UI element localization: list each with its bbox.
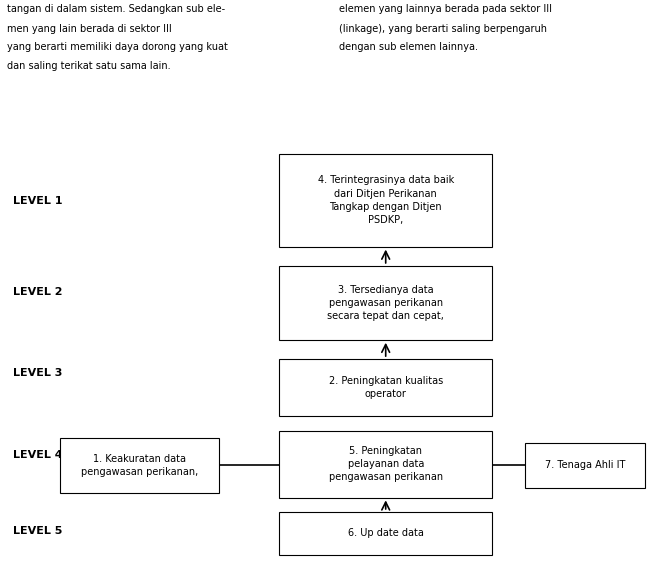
- Text: LEVEL 5: LEVEL 5: [13, 526, 63, 536]
- Text: 6. Up date data: 6. Up date data: [348, 528, 424, 538]
- FancyBboxPatch shape: [279, 266, 492, 340]
- FancyBboxPatch shape: [279, 430, 492, 497]
- Text: 7. Tenaga Ahli IT: 7. Tenaga Ahli IT: [545, 460, 625, 470]
- Text: 3. Tersedianya data
pengawasan perikanan
secara tepat dan cepat,: 3. Tersedianya data pengawasan perikanan…: [327, 284, 444, 321]
- FancyBboxPatch shape: [60, 438, 219, 493]
- FancyBboxPatch shape: [525, 443, 645, 488]
- Text: LEVEL 2: LEVEL 2: [13, 287, 63, 297]
- Text: 4. Terintegrasinya data baik
dari Ditjen Perikanan
Tangkap dengan Ditjen
PSDKP,: 4. Terintegrasinya data baik dari Ditjen…: [318, 175, 454, 225]
- Text: yang berarti memiliki daya dorong yang kuat: yang berarti memiliki daya dorong yang k…: [7, 42, 227, 52]
- Text: (linkage), yang berarti saling berpengaruh: (linkage), yang berarti saling berpengar…: [339, 24, 547, 34]
- Text: dan saling terikat satu sama lain.: dan saling terikat satu sama lain.: [7, 61, 170, 71]
- Text: LEVEL 1: LEVEL 1: [13, 196, 63, 206]
- FancyBboxPatch shape: [279, 512, 492, 555]
- Text: men yang lain berada di sektor III: men yang lain berada di sektor III: [7, 24, 174, 34]
- Text: LEVEL 3: LEVEL 3: [13, 368, 63, 378]
- Text: LEVEL 4: LEVEL 4: [13, 450, 63, 460]
- Text: elemen yang lainnya berada pada sektor III: elemen yang lainnya berada pada sektor I…: [339, 4, 552, 14]
- FancyBboxPatch shape: [279, 153, 492, 247]
- FancyBboxPatch shape: [279, 359, 492, 416]
- Text: 1. Keakuratan data
pengawasan perikanan,: 1. Keakuratan data pengawasan perikanan,: [81, 454, 198, 477]
- Text: dengan sub elemen lainnya.: dengan sub elemen lainnya.: [339, 42, 478, 52]
- Text: tangan di dalam sistem. Sedangkan sub ele-: tangan di dalam sistem. Sedangkan sub el…: [7, 4, 225, 14]
- Text: 5. Peningkatan
pelayanan data
pengawasan perikanan: 5. Peningkatan pelayanan data pengawasan…: [329, 446, 443, 482]
- Text: 2. Peningkatan kualitas
operator: 2. Peningkatan kualitas operator: [329, 376, 443, 399]
